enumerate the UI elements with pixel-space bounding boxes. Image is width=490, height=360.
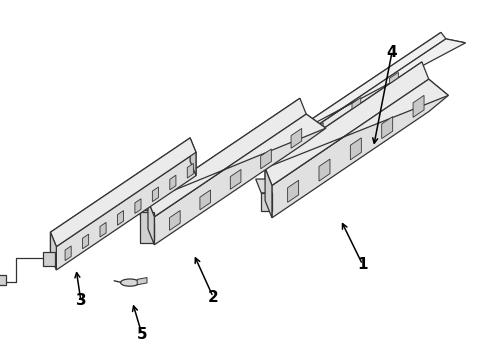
Polygon shape [139,211,154,223]
Polygon shape [148,114,326,217]
Polygon shape [137,278,147,285]
Polygon shape [265,168,272,218]
Polygon shape [265,79,448,185]
Polygon shape [170,175,176,190]
Polygon shape [288,180,298,202]
Polygon shape [140,212,154,243]
Polygon shape [291,129,302,148]
Polygon shape [82,234,89,249]
Polygon shape [43,252,55,266]
Polygon shape [261,149,271,169]
Polygon shape [352,98,361,112]
Text: 3: 3 [75,293,86,308]
Polygon shape [56,152,196,270]
Text: 1: 1 [357,257,368,272]
Polygon shape [277,39,466,160]
Polygon shape [50,138,190,256]
Polygon shape [272,79,448,218]
Polygon shape [50,138,196,247]
Polygon shape [272,32,446,152]
Polygon shape [272,146,277,160]
Polygon shape [272,32,441,154]
Polygon shape [200,190,211,210]
Polygon shape [135,199,141,213]
Polygon shape [65,246,71,261]
Polygon shape [315,123,323,138]
Text: 4: 4 [387,45,397,60]
Polygon shape [413,95,424,117]
Polygon shape [272,39,466,152]
Polygon shape [319,159,330,181]
Text: 5: 5 [137,327,147,342]
Ellipse shape [121,279,139,286]
Polygon shape [152,187,158,202]
Polygon shape [154,114,326,245]
Polygon shape [187,163,194,178]
Polygon shape [144,223,154,239]
Polygon shape [190,138,196,176]
Polygon shape [390,72,398,87]
Polygon shape [100,222,106,237]
Polygon shape [148,201,154,245]
Polygon shape [382,117,392,139]
Polygon shape [256,179,272,193]
Polygon shape [0,275,6,285]
Polygon shape [265,62,422,201]
Polygon shape [148,98,306,217]
Polygon shape [170,211,180,230]
Polygon shape [350,138,361,160]
Polygon shape [265,62,429,185]
Polygon shape [230,170,241,189]
Polygon shape [50,232,56,270]
Polygon shape [148,98,300,229]
Text: 2: 2 [208,289,219,305]
Polygon shape [118,211,123,225]
Polygon shape [261,193,272,211]
